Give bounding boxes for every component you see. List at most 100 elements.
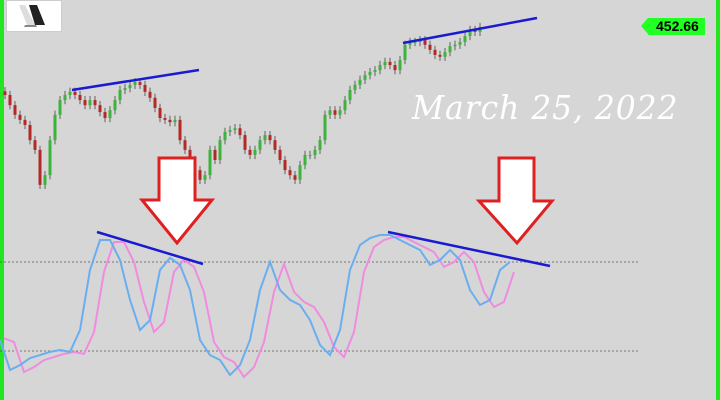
candle-up: [48, 140, 52, 176]
candle-down: [238, 128, 242, 136]
logo-icon: [19, 5, 45, 27]
candle-down: [8, 95, 12, 106]
candle-down: [3, 91, 7, 96]
candle-down: [143, 84, 147, 92]
candle-down: [18, 114, 22, 120]
candle-up: [263, 135, 267, 141]
candle-down: [28, 124, 32, 141]
candle-down: [138, 82, 142, 85]
candle-down: [268, 135, 272, 141]
candle-down: [438, 54, 442, 57]
oscillator-trendline-1: [96, 230, 204, 266]
candle-down: [213, 149, 217, 160]
candle-down: [93, 100, 97, 106]
candle-up: [258, 140, 262, 150]
candle-up: [88, 100, 92, 106]
candle-up: [118, 89, 122, 101]
oscillator-trendline-2: [387, 230, 551, 268]
candle-up: [418, 40, 422, 43]
candle-down: [33, 140, 37, 150]
candle-down: [83, 100, 87, 106]
candle-down: [333, 110, 337, 115]
candle-up: [463, 36, 467, 43]
candle-down: [293, 175, 297, 180]
candle-up: [378, 65, 382, 71]
candle-down: [183, 140, 187, 150]
candle-up: [53, 114, 57, 141]
candle-down: [38, 149, 42, 185]
candle-up: [403, 44, 407, 60]
stochastic-k-line: [0, 234, 511, 377]
candle-up: [448, 46, 452, 53]
candle-up: [453, 44, 457, 47]
candle-up: [318, 140, 322, 150]
candle-up: [43, 175, 47, 185]
candle-up: [323, 114, 327, 141]
candle-down: [23, 119, 27, 125]
down-arrow-icon: [475, 156, 556, 246]
candle-down: [248, 149, 252, 155]
candle-down: [428, 44, 432, 50]
candles: [3, 22, 482, 190]
candle-up: [338, 110, 342, 115]
candle-down: [393, 65, 397, 71]
candle-up: [68, 91, 72, 96]
candle-up: [223, 131, 227, 141]
candle-down: [78, 95, 82, 101]
candle-up: [233, 128, 237, 131]
candle-down: [243, 135, 247, 150]
candle-down: [13, 105, 17, 115]
candle-down: [148, 91, 152, 98]
candle-up: [218, 140, 222, 160]
price-trendline-1: [71, 68, 200, 92]
candle-up: [363, 75, 367, 80]
candle-up: [208, 149, 212, 176]
candle-up: [123, 88, 127, 90]
candle-down: [388, 61, 392, 66]
candle-down: [103, 112, 107, 119]
candle-down: [288, 170, 292, 176]
candle-up: [313, 149, 317, 155]
candle-up: [63, 95, 67, 101]
candle-up: [203, 175, 207, 180]
candle-up: [328, 110, 332, 115]
candle-up: [408, 42, 412, 45]
candle-up: [358, 79, 362, 85]
candle-up: [58, 100, 62, 115]
candle-down: [433, 49, 437, 55]
stochastic-d-line: [3, 236, 515, 379]
candle-down: [473, 30, 477, 32]
candle-up: [413, 42, 417, 44]
candle-up: [398, 59, 402, 71]
candle-down: [163, 118, 167, 120]
candle-up: [458, 42, 462, 45]
candle-down: [198, 170, 202, 180]
candle-up: [303, 154, 307, 166]
candle-up: [298, 165, 302, 180]
candle-up: [443, 52, 447, 57]
candle-up: [353, 84, 357, 90]
candle-up: [308, 154, 312, 156]
candle-down: [98, 105, 102, 113]
candle-up: [228, 130, 232, 132]
candle-down: [153, 97, 157, 108]
candle-down: [283, 159, 287, 171]
candle-up: [468, 30, 472, 37]
price-trendline-2: [402, 16, 538, 45]
date-annotation: March 25, 2022: [412, 88, 679, 127]
candle-up: [128, 84, 132, 89]
candle-up: [373, 70, 377, 72]
candle-up: [113, 100, 117, 111]
down-arrow-icon: [138, 156, 216, 246]
candle-up: [173, 119, 177, 123]
candle-up: [133, 82, 137, 85]
candle-up: [368, 71, 372, 76]
candle-down: [178, 119, 182, 141]
last-price-label: 452.66: [641, 18, 705, 35]
candle-down: [158, 107, 162, 119]
candle-down: [188, 149, 192, 160]
candle-up: [348, 89, 352, 101]
candle-up: [253, 149, 257, 155]
